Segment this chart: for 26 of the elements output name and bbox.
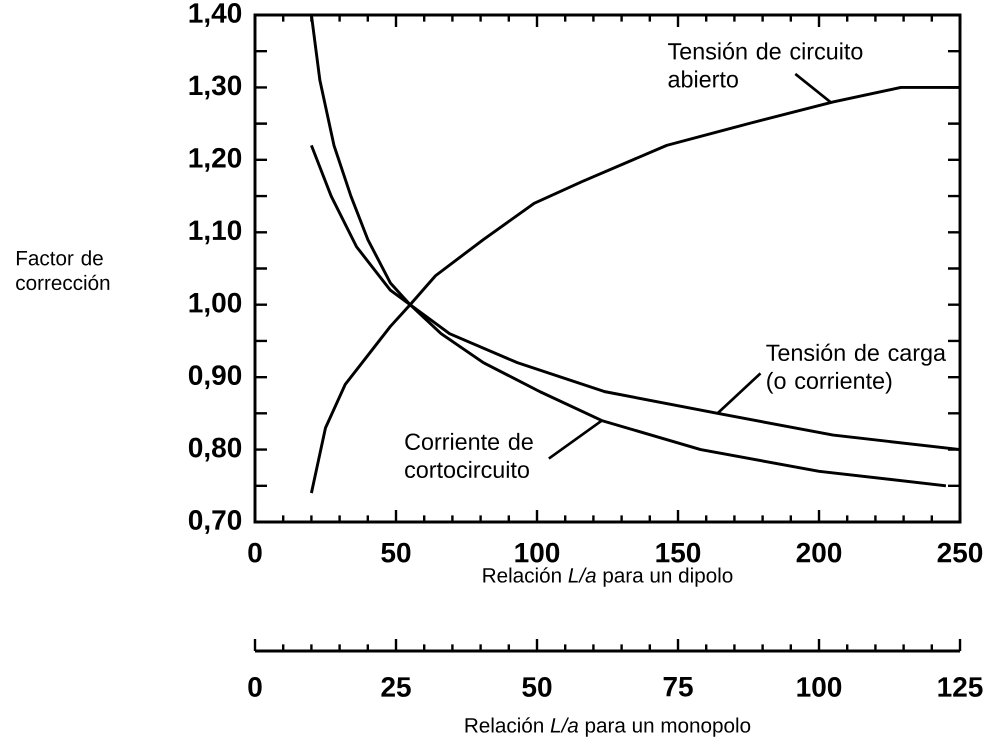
x2-tick-label: 125 bbox=[938, 677, 983, 697]
x2-tick-label: 0 bbox=[248, 677, 262, 697]
x-tick-label: 250 bbox=[938, 542, 982, 563]
x-tick-label: 100 bbox=[515, 542, 560, 563]
y-tick-label: 0,80 bbox=[188, 438, 242, 462]
y-tick-label: 0,90 bbox=[188, 365, 242, 390]
y-axis-title: Factor de corrección bbox=[16, 250, 110, 290]
x2-tick-label: 75 bbox=[664, 677, 693, 697]
y-tick-label: 1,40 bbox=[190, 3, 242, 27]
x2-tick-label: 50 bbox=[522, 677, 552, 697]
y-tick-label: 1,00 bbox=[190, 292, 242, 317]
annotation: Tensión de carga (o corriente) bbox=[766, 344, 946, 394]
x2-tick-label: 100 bbox=[797, 677, 842, 697]
x2-axis-title: Relación L/a para un monopolo bbox=[466, 717, 750, 737]
x-tick-label: 200 bbox=[796, 542, 842, 563]
annotation: Corriente de cortocircuito bbox=[405, 432, 533, 478]
x-tick-label: 50 bbox=[381, 542, 410, 563]
x-tick-label: 0 bbox=[248, 542, 262, 563]
y-tick-label: 1,30 bbox=[190, 75, 242, 100]
x2-tick-label: 25 bbox=[381, 677, 411, 697]
y-tick-label: 1,20 bbox=[190, 148, 242, 172]
x-axis-title: Relación L/a para un dipolo bbox=[483, 567, 732, 587]
y-tick-label: 1,10 bbox=[190, 220, 242, 244]
annotation: Tensión de circuito abierto bbox=[668, 42, 862, 88]
x-tick-label: 150 bbox=[656, 542, 700, 563]
y-tick-label: 0,70 bbox=[188, 510, 242, 534]
